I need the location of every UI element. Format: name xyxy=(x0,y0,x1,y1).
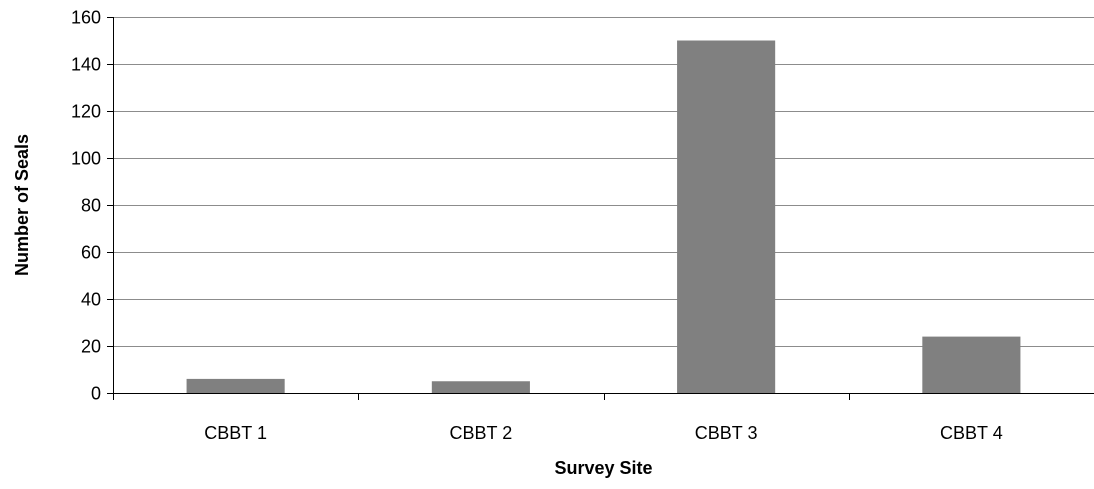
y-tick-label: 20 xyxy=(81,337,101,357)
y-tick-label: 160 xyxy=(71,8,101,28)
y-tick-label: 0 xyxy=(91,384,101,404)
y-tick-label: 120 xyxy=(71,102,101,122)
y-axis-title: Number of Seals xyxy=(12,134,32,276)
y-tick-label: 80 xyxy=(81,196,101,216)
bar xyxy=(431,381,530,393)
y-tick-label: 60 xyxy=(81,243,101,263)
y-tick-label: 100 xyxy=(71,149,101,169)
gridlines xyxy=(113,17,1094,347)
bar xyxy=(922,336,1021,393)
x-axis-title: Survey Site xyxy=(554,458,652,478)
x-tick-label: CBBT 2 xyxy=(450,423,513,443)
bar xyxy=(677,40,776,393)
x-tick-label: CBBT 1 xyxy=(204,423,267,443)
x-tick-label: CBBT 4 xyxy=(940,423,1003,443)
y-tick-label: 40 xyxy=(81,290,101,310)
bars xyxy=(186,40,1021,393)
bar xyxy=(186,378,285,393)
y-tick-label: 140 xyxy=(71,55,101,75)
x-tick-labels: CBBT 1 CBBT 2 CBBT 3 CBBT 4 xyxy=(204,423,1002,443)
y-tick-labels: 0 20 40 60 80 100 120 140 160 xyxy=(71,8,101,404)
x-tick-label: CBBT 3 xyxy=(695,423,758,443)
axes xyxy=(107,17,1094,400)
